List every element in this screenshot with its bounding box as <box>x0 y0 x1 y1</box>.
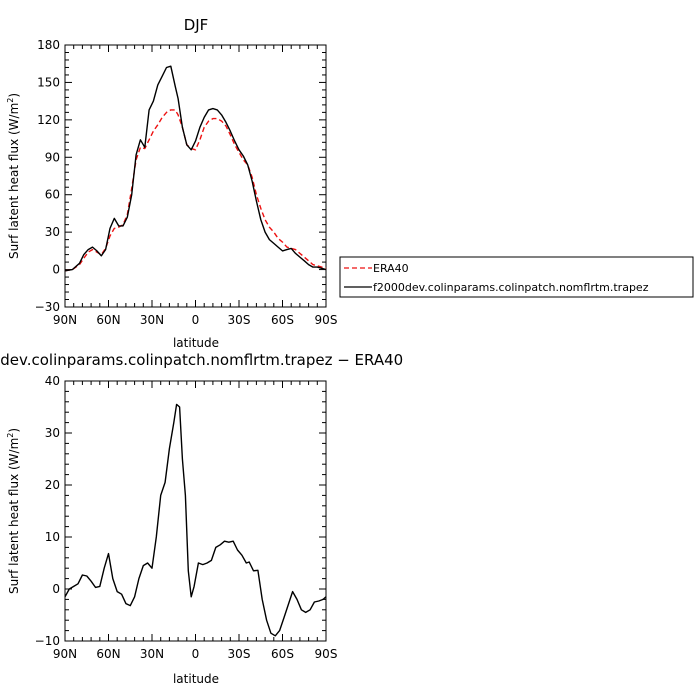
x-tick-label: 30S <box>228 313 251 327</box>
x-tick-label: 0 <box>192 313 200 327</box>
legend-label-era40: ERA40 <box>373 262 409 275</box>
x-tick-label: 0 <box>192 647 200 661</box>
x-axis-label: latitude <box>173 336 219 350</box>
y-tick-label: 120 <box>37 113 60 127</box>
y-tick-label: 10 <box>45 530 60 544</box>
y-tick-label: 30 <box>45 426 60 440</box>
x-axis-label: latitude <box>173 672 219 686</box>
x-tick-label: 60S <box>271 313 294 327</box>
y-tick-label: 30 <box>45 225 60 239</box>
y-tick-label: 60 <box>45 188 60 202</box>
x-tick-label: 30S <box>228 647 251 661</box>
y-tick-label: 0 <box>52 582 60 596</box>
y-tick-label: 180 <box>37 38 60 52</box>
y-axis-label: Surf latent heat flux (W/m2) <box>6 93 21 259</box>
y-tick-label: 20 <box>45 478 60 492</box>
legend-box <box>339 256 694 298</box>
chart-title: DJF <box>184 16 209 34</box>
y-axis-label: Surf latent heat flux (W/m2) <box>6 428 21 594</box>
axis-ticks: 90N 60N 30N 0 30S 60S 90S −30 0 30 60 90 120 150 180 <box>35 38 338 327</box>
y-tick-label: 150 <box>37 75 60 89</box>
plot-frame <box>64 380 327 642</box>
y-tick-label: −30 <box>35 300 60 314</box>
plot-frame <box>64 44 327 308</box>
difference-title: f2000dev.colinparams.colinpatch.nomflrtm… <box>0 351 403 369</box>
series-line-difference <box>64 403 327 637</box>
x-tick-label: 60S <box>271 647 294 661</box>
x-tick-label: 30N <box>140 647 164 661</box>
x-tick-label: 30N <box>140 313 164 327</box>
series-line-era40 <box>64 109 327 272</box>
x-tick-label: 60N <box>96 647 120 661</box>
panel-top: DJF 90N 60N 30N 0 30S 60S 90S −30 0 30 60 90 120 150 1… <box>6 16 337 350</box>
series-lines <box>64 403 327 637</box>
y-tick-label: 90 <box>45 150 60 164</box>
legend: ERA40 f2000dev.colinparams.colinpatch.no… <box>339 256 694 298</box>
series-lines <box>64 65 327 272</box>
series-line-f2000dev <box>64 65 327 272</box>
y-tick-label: −10 <box>35 634 60 648</box>
y-tick-label: 40 <box>45 374 60 388</box>
legend-label-model: f2000dev.colinparams.colinpatch.nomflrtm… <box>373 281 649 294</box>
x-tick-label: 90S <box>315 647 338 661</box>
x-tick-label: 60N <box>96 313 120 327</box>
axis-ticks: 90N 60N 30N 0 30S 60S 90S −10 0 10 20 30 40 <box>35 374 338 661</box>
y-tick-label: 0 <box>52 263 60 277</box>
x-tick-label: 90S <box>315 313 338 327</box>
x-tick-label: 90N <box>53 313 77 327</box>
x-tick-label: 90N <box>53 647 77 661</box>
panel-bottom: f2000dev.colinparams.colinpatch.nomflrtm… <box>0 351 403 686</box>
